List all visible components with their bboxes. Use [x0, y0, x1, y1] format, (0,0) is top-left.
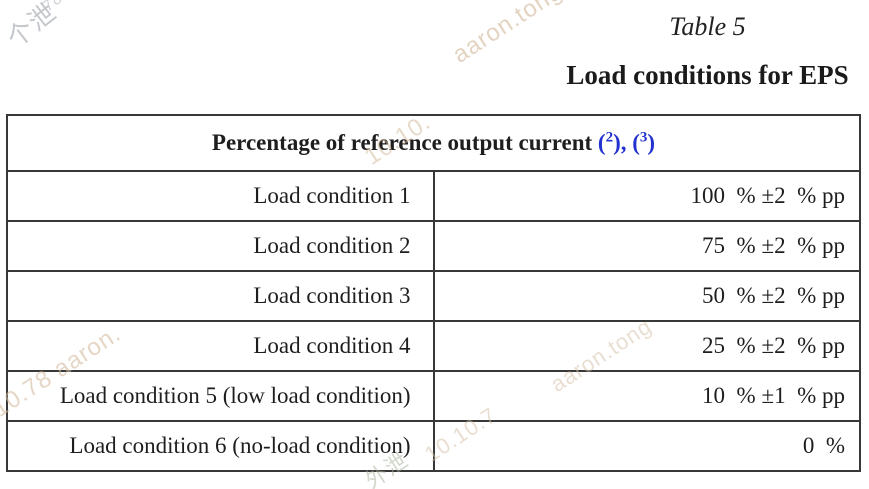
load-condition-label: Load condition 6 (no-load condition) [6, 420, 435, 472]
footnote-refs: (2), (3) [597, 129, 656, 155]
table-row: Load condition 3 50 % ±2 % pp [6, 270, 861, 322]
table-row: Load condition 6 (no-load condition) 0 % [6, 420, 861, 472]
load-condition-label: Load condition 4 [6, 320, 435, 372]
table-heading-block: Table 5 Load conditions for EPS [540, 12, 869, 90]
table-header-row: Percentage of reference output current (… [6, 114, 861, 172]
table-row: Load condition 1 100 % ±2 % pp [6, 170, 861, 222]
table-header-text: Percentage of reference output current [211, 130, 598, 155]
load-condition-value: 75 % ±2 % pp [432, 220, 861, 272]
load-condition-value: 100 % ±2 % pp [432, 170, 861, 222]
load-condition-value: 10 % ±1 % pp [432, 370, 861, 422]
load-condition-value: 50 % ±2 % pp [432, 270, 861, 322]
watermark-text: 个泄 [1, 0, 63, 54]
table-row: Load condition 4 25 % ±2 % pp [6, 320, 861, 372]
watermark-text: 78 [40, 0, 67, 16]
load-condition-value: 25 % ±2 % pp [432, 320, 861, 372]
table-body: Load condition 1 100 % ±2 % pp Load condit… [6, 170, 861, 472]
table-row: Load condition 2 75 % ±2 % pp [6, 220, 861, 272]
load-condition-value: 0 % [432, 420, 861, 472]
load-condition-label: Load condition 2 [6, 220, 435, 272]
load-condition-label: Load condition 5 (low load condition) [6, 370, 435, 422]
load-condition-label: Load condition 3 [6, 270, 435, 322]
table-header-cell: Percentage of reference output current (… [6, 114, 861, 172]
table-caption: Load conditions for EPS [566, 60, 849, 90]
load-condition-label: Load condition 1 [6, 170, 435, 222]
table-row: Load condition 5 (low load condition) 10 … [6, 370, 861, 422]
load-conditions-table: Percentage of reference output current (… [6, 114, 861, 472]
table-number: Table 5 [669, 12, 746, 41]
